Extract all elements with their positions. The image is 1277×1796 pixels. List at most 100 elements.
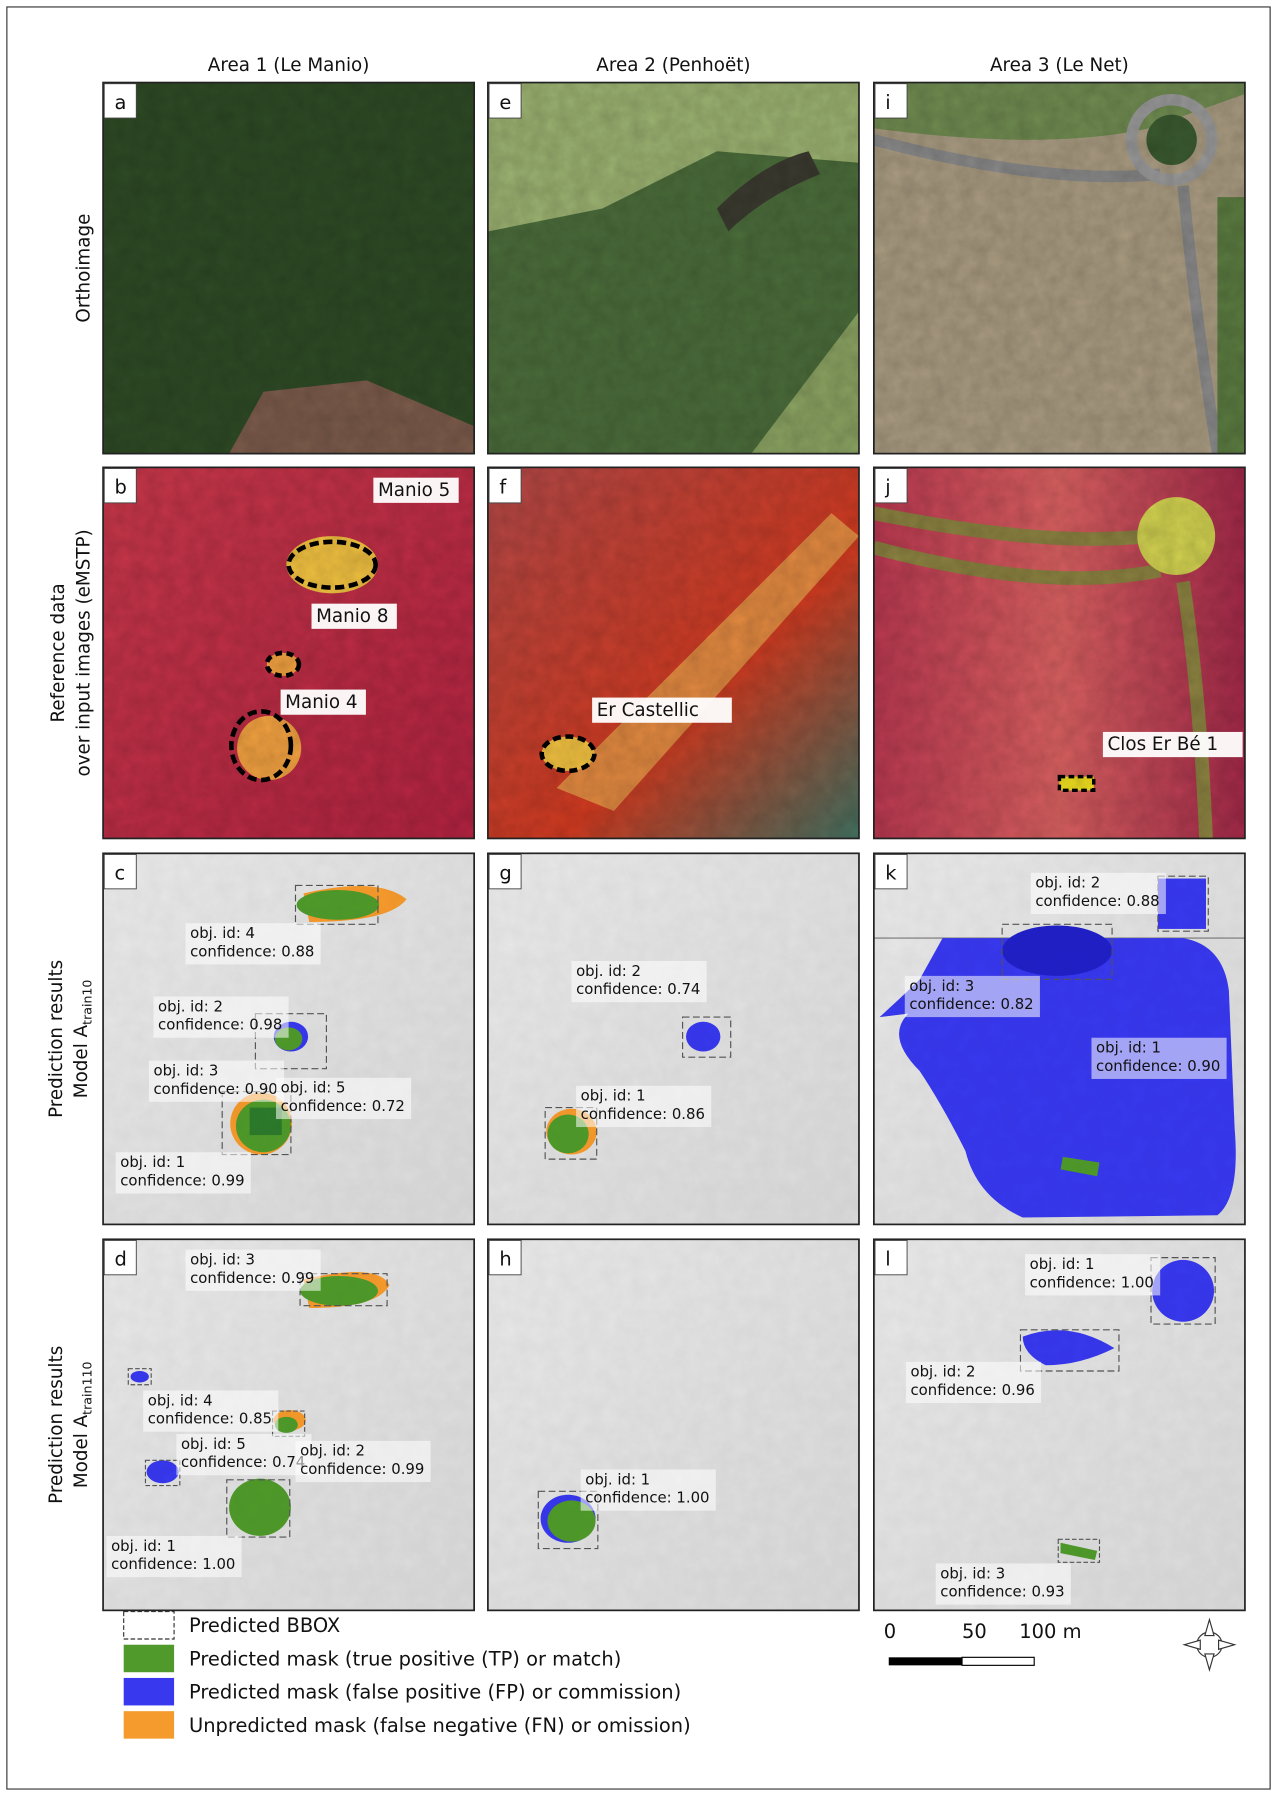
- panel-border: [102, 81, 476, 455]
- prediction-label: confidence: 0.99: [190, 1269, 314, 1287]
- row-label: over input images (eMSTP): [73, 529, 94, 776]
- panel-border: [487, 466, 860, 840]
- prediction-label: obj. id: 3: [153, 1062, 218, 1080]
- prediction-label: obj. id: 1: [581, 1087, 646, 1105]
- letter-box: [874, 1239, 908, 1276]
- panel: j: [872, 466, 1246, 840]
- prediction-label: confidence: 1.00: [111, 1555, 235, 1573]
- panel: h: [487, 1238, 860, 1612]
- label-bg: [576, 1085, 712, 1128]
- label-bg: [1030, 872, 1166, 915]
- prediction-label: obj. id: 3: [940, 1564, 1005, 1582]
- prediction-label: confidence: 0.88: [1035, 892, 1159, 910]
- scale-label: 50: [962, 1620, 987, 1643]
- prediction-label: obj. id: 2: [1035, 874, 1100, 892]
- row-label: Reference data: [48, 583, 69, 722]
- prediction-label: confidence: 0.98: [158, 1016, 282, 1034]
- legend-swatch: [123, 1644, 175, 1673]
- label-bg: [185, 1249, 321, 1291]
- label-bg: [1025, 1254, 1161, 1296]
- column-header: Area 1 (Le Manio): [208, 55, 370, 76]
- label-bg: [153, 996, 289, 1038]
- scale-label: 100 m: [1019, 1620, 1081, 1643]
- prediction-label: obj. id: 1: [585, 1470, 650, 1488]
- prediction-label: confidence: 1.00: [1030, 1273, 1154, 1291]
- label-bg: [280, 689, 366, 715]
- panel: a: [102, 81, 476, 455]
- panel-letter: h: [499, 1248, 511, 1271]
- panel-content: [103, 467, 475, 839]
- panel-border: [102, 852, 476, 1226]
- label-bg: [143, 1390, 279, 1432]
- panel: l: [872, 1238, 1246, 1612]
- site-label: Manio 8: [316, 606, 388, 627]
- panel-letter: l: [885, 1248, 890, 1271]
- north-arrow: [1182, 1617, 1237, 1673]
- panel: f: [487, 466, 860, 840]
- prediction-label: confidence: 0.74: [181, 1453, 305, 1471]
- legend-swatch: [123, 1711, 175, 1739]
- label-bg: [185, 923, 321, 965]
- scale-bar: [961, 1656, 1035, 1666]
- label-bg: [1091, 1037, 1227, 1079]
- prediction-label: confidence: 0.85: [148, 1410, 272, 1428]
- texture: [487, 82, 859, 454]
- letter-box: [103, 1239, 137, 1276]
- panel-content: [487, 853, 859, 1225]
- panel: b: [102, 466, 476, 840]
- letter-box: [488, 1239, 522, 1276]
- label-bg: [571, 960, 707, 1003]
- site-label: Manio 5: [378, 480, 450, 501]
- label-bg: [580, 1469, 716, 1511]
- prediction-label: confidence: 1.00: [585, 1489, 709, 1507]
- panel-border: [872, 1238, 1246, 1612]
- letter-box: [103, 83, 137, 119]
- prediction-label: confidence: 0.90: [1096, 1057, 1220, 1075]
- prediction-label: confidence: 0.96: [911, 1381, 1035, 1399]
- label-bg: [905, 1361, 1042, 1404]
- prediction-label: obj. id: 2: [158, 997, 223, 1015]
- prediction-label: obj. id: 1: [1030, 1255, 1095, 1273]
- prediction-label: confidence: 0.99: [300, 1460, 424, 1478]
- letter-box: [874, 83, 908, 119]
- model-name: Model A: [71, 1414, 92, 1488]
- label-bg: [904, 975, 1040, 1018]
- panel-border: [872, 852, 1246, 1226]
- panel-letter: a: [115, 91, 127, 114]
- prediction-label: obj. id: 4: [190, 924, 255, 942]
- prediction-label: confidence: 0.90: [153, 1080, 277, 1098]
- panel-border: [102, 1238, 476, 1612]
- panel: i: [872, 81, 1246, 455]
- letter-box: [103, 854, 137, 890]
- row-label: Prediction results: [46, 960, 67, 1118]
- label-bg: [935, 1563, 1071, 1605]
- panel-letter: b: [115, 476, 127, 499]
- panel-letter: e: [499, 91, 511, 114]
- label-bg: [311, 603, 397, 629]
- row-label: Prediction results: [46, 1346, 67, 1504]
- prediction-label: obj. id: 2: [911, 1363, 976, 1381]
- compass-points: [1182, 1617, 1237, 1673]
- panel-content: [487, 1239, 859, 1611]
- letter-box: [488, 854, 522, 890]
- panel-letter: j: [884, 476, 890, 499]
- prediction-label: confidence: 0.74: [576, 980, 700, 998]
- texture: [873, 82, 1245, 454]
- prediction-label: obj. id: 3: [909, 977, 974, 995]
- panel-content: [487, 82, 859, 454]
- label-bg: [295, 1440, 431, 1483]
- prediction-label: confidence: 0.93: [940, 1583, 1064, 1601]
- texture: [487, 853, 859, 1225]
- model-subscript: train10: [80, 980, 95, 1025]
- label-bg: [148, 1060, 285, 1102]
- legend-label: Unpredicted mask (false negative (FN) or…: [189, 1714, 691, 1737]
- site-label: Er Castellic: [597, 700, 699, 721]
- prediction-label: obj. id: 2: [300, 1442, 365, 1460]
- panel-border: [872, 81, 1246, 455]
- prediction-label: obj. id: 1: [1096, 1039, 1161, 1057]
- panel-content: [873, 467, 1245, 839]
- panel-content: [873, 1239, 1245, 1611]
- site-label: Clos Er Bé 1: [1107, 734, 1218, 755]
- panel-content: [103, 82, 475, 454]
